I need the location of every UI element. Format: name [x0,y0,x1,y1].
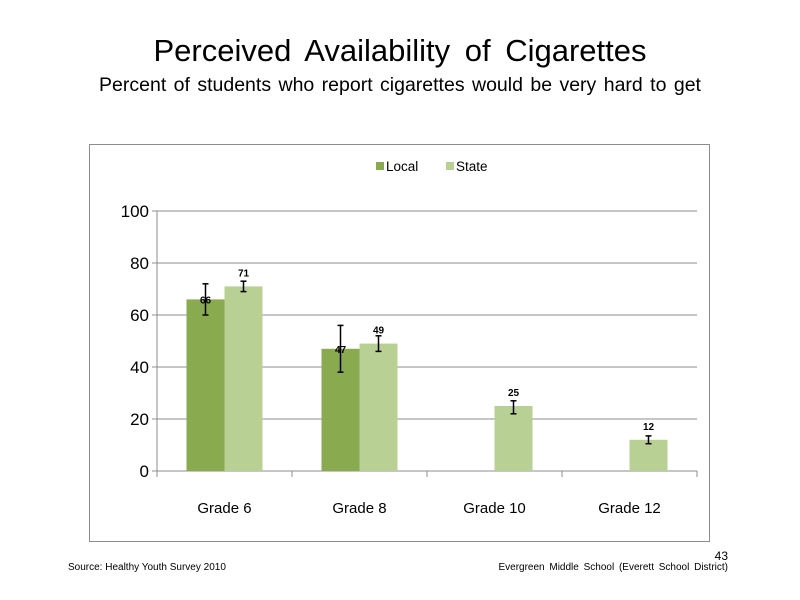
bar-state [359,343,398,471]
legend-label: State [456,159,488,174]
y-tick-label: 0 [140,462,149,481]
data-label: 47 [335,345,347,356]
bar-state [629,439,668,471]
page-number: 43 [714,549,728,563]
data-label: 49 [373,326,385,337]
legend-swatch-local [376,162,384,170]
x-category-label: Grade 12 [598,500,661,517]
chart-frame: 0 20 40 60 80 100 66 47 71 49 25 12 Grade 6 Grade 8 Gr… [89,144,710,542]
bar-state [494,406,533,471]
source-note: Source: Healthy Youth Survey 2010 [68,562,226,573]
data-label: 71 [238,268,250,279]
legend-swatch-state [446,162,454,170]
x-category-label: Grade 6 [197,500,251,517]
x-category-label: Grade 8 [332,500,386,517]
y-tick-label: 20 [130,410,149,429]
slide-subtitle: Percent of students who report cigarette… [99,74,701,96]
bar-state [224,286,263,471]
data-label: 25 [508,388,520,399]
y-tick-label: 60 [130,306,149,325]
y-tick-label: 80 [130,254,149,273]
y-tick-label: 40 [130,358,149,377]
data-label: 66 [200,295,212,306]
legend-label: Local [386,159,418,174]
bar-chart: 0 20 40 60 80 100 66 47 71 49 25 12 Grade 6 Grade 8 Gr… [121,159,698,517]
school-name: Evergreen Middle School (Everett School … [498,562,728,573]
bar-local [186,299,225,471]
slide-title: Perceived Availability of Cigarettes [153,33,647,68]
x-category-label: Grade 10 [463,500,526,517]
data-label: 12 [643,422,655,433]
y-tick-label: 100 [121,202,149,221]
